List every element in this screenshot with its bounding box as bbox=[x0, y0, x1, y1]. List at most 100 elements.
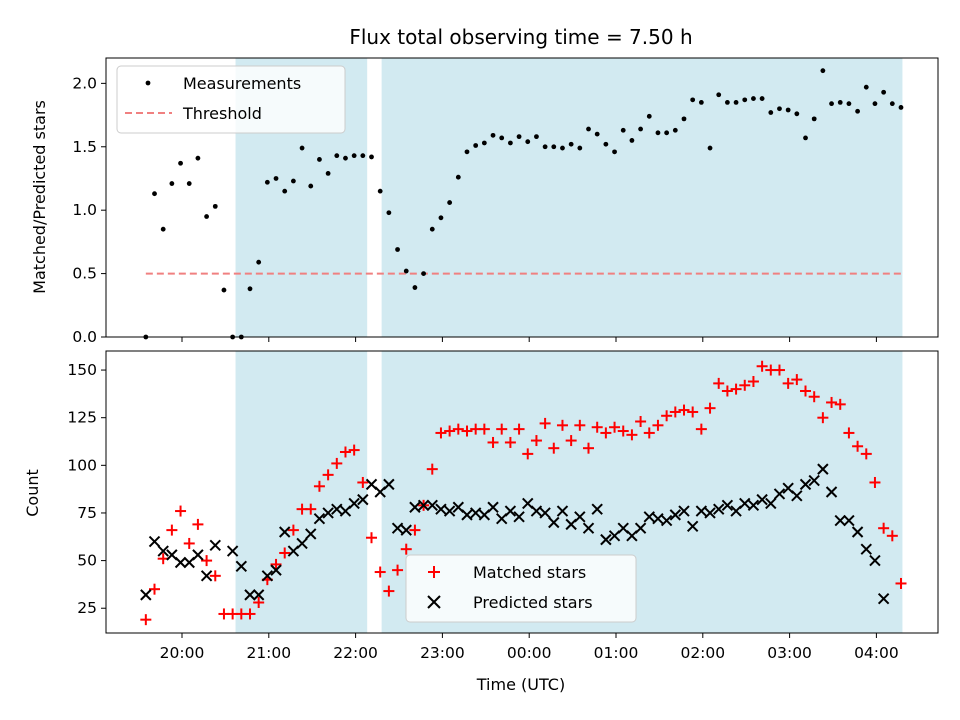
measurement-point bbox=[534, 134, 539, 140]
measurement-point bbox=[794, 111, 800, 117]
matched-star-point bbox=[886, 530, 898, 542]
predicted-star-point bbox=[383, 478, 395, 491]
legend-label-measurements: Measurements bbox=[183, 74, 301, 93]
matched-star-point bbox=[175, 505, 187, 517]
x-tick-label: 23:00 bbox=[420, 644, 465, 662]
matched-star-point bbox=[392, 564, 404, 576]
measurement-point bbox=[707, 145, 713, 151]
predicted-star-point bbox=[574, 511, 586, 523]
predicted-star-point bbox=[652, 512, 664, 525]
x-axis-label: Time (UTC) bbox=[476, 675, 565, 694]
measurement-point bbox=[863, 84, 869, 90]
predicted-star-point bbox=[634, 522, 647, 534]
measurement-point bbox=[455, 174, 461, 180]
chart-title: Flux total observing time = 7.50 h bbox=[349, 25, 692, 49]
measurement-point bbox=[733, 99, 739, 105]
measurement-point bbox=[395, 247, 400, 252]
predicted-star-point bbox=[504, 505, 517, 517]
matched-star-point bbox=[574, 419, 586, 431]
measurement-point bbox=[351, 153, 357, 159]
matched-star-point bbox=[635, 416, 647, 427]
measurement-point bbox=[612, 149, 617, 155]
measurement-point bbox=[403, 268, 409, 274]
measurement-point bbox=[820, 68, 826, 74]
predicted-star-point bbox=[148, 535, 161, 548]
measurement-point bbox=[594, 131, 600, 137]
predicted-star-point bbox=[530, 505, 543, 517]
measurement-point bbox=[603, 141, 609, 147]
measurements-series bbox=[143, 68, 904, 340]
predicted-star-point bbox=[400, 524, 412, 536]
measurement-point bbox=[690, 97, 696, 103]
measurement-point bbox=[525, 139, 531, 145]
measurement-point bbox=[169, 181, 175, 186]
predicted-star-point bbox=[799, 478, 812, 491]
matched-star-point bbox=[435, 427, 447, 439]
predicted-legend-marker bbox=[427, 595, 441, 609]
predicted-star-point bbox=[539, 507, 551, 519]
predicted-star-point bbox=[244, 589, 256, 601]
matched-star-point bbox=[444, 425, 456, 437]
measurement-point bbox=[273, 176, 279, 181]
bottom-y-tick-label: 75 bbox=[77, 504, 97, 522]
predicted-star-point bbox=[860, 543, 872, 555]
measurement-point bbox=[152, 191, 157, 197]
matched-star-point bbox=[400, 543, 412, 555]
top-y-axis-label: Matched/Predicted stars bbox=[30, 100, 49, 294]
matched-star-point bbox=[366, 532, 378, 544]
matched-star-point bbox=[617, 425, 629, 437]
measurement-point bbox=[577, 145, 583, 151]
measurement-point bbox=[186, 181, 192, 186]
measurement-point bbox=[195, 155, 201, 161]
matched-stars-series bbox=[140, 360, 907, 626]
matched-star-point bbox=[860, 448, 872, 460]
top-legend: Measurements Threshold bbox=[116, 65, 346, 134]
matched-star-point bbox=[643, 427, 655, 439]
measurement-point bbox=[551, 144, 557, 150]
predicted-star-point bbox=[417, 499, 430, 512]
measurement-point bbox=[568, 141, 574, 147]
matched-star-point bbox=[149, 583, 161, 595]
matched-star-point bbox=[626, 429, 638, 441]
predicted-star-point bbox=[678, 505, 690, 517]
matched-star-point bbox=[565, 435, 577, 447]
matched-star-point bbox=[357, 476, 369, 488]
matched-star-point bbox=[348, 444, 360, 456]
measurement-point bbox=[898, 105, 904, 110]
matched-legend-marker bbox=[428, 566, 440, 578]
matched-star-point bbox=[800, 385, 812, 397]
matched-star-point bbox=[383, 585, 395, 597]
matched-star-point bbox=[756, 360, 768, 372]
predicted-star-point bbox=[834, 514, 846, 527]
predicted-star-point bbox=[322, 507, 334, 519]
predicted-star-point bbox=[817, 463, 829, 475]
predicted-star-point bbox=[713, 503, 725, 515]
predicted-star-point bbox=[226, 545, 239, 557]
matched-star-point bbox=[461, 425, 473, 437]
measurement-point bbox=[724, 99, 730, 105]
predicted-star-point bbox=[200, 570, 213, 582]
measurement-point bbox=[872, 101, 878, 107]
predicted-star-point bbox=[469, 507, 482, 519]
top-y-tick-label: 2.0 bbox=[72, 74, 97, 92]
measurement-point bbox=[473, 143, 479, 148]
measurement-point bbox=[282, 188, 288, 194]
matched-star-point bbox=[678, 404, 690, 416]
measurement-point bbox=[499, 135, 505, 141]
predicted-star-point bbox=[591, 503, 603, 515]
predicted-star-point bbox=[660, 514, 673, 527]
measurement-point bbox=[672, 127, 678, 133]
predicted-star-point bbox=[843, 514, 855, 527]
matched-star-point bbox=[478, 423, 490, 435]
bottom-x-ticks: 20:00 21:00 22:00 23:00 00:00 01:00 02:00 03:00… bbox=[160, 633, 899, 662]
predicted-star-point bbox=[851, 526, 864, 538]
predicted-star-point bbox=[756, 493, 768, 506]
bottom-y-tick-label: 25 bbox=[77, 599, 97, 617]
measurement-point bbox=[325, 171, 331, 176]
measurement-point bbox=[542, 144, 548, 150]
matched-star-point bbox=[409, 524, 421, 536]
predicted-star-point bbox=[808, 474, 820, 487]
matched-star-point bbox=[852, 440, 864, 452]
top-y-ticks: 0.0 0.5 1.0 1.5 2.0 bbox=[72, 74, 106, 346]
